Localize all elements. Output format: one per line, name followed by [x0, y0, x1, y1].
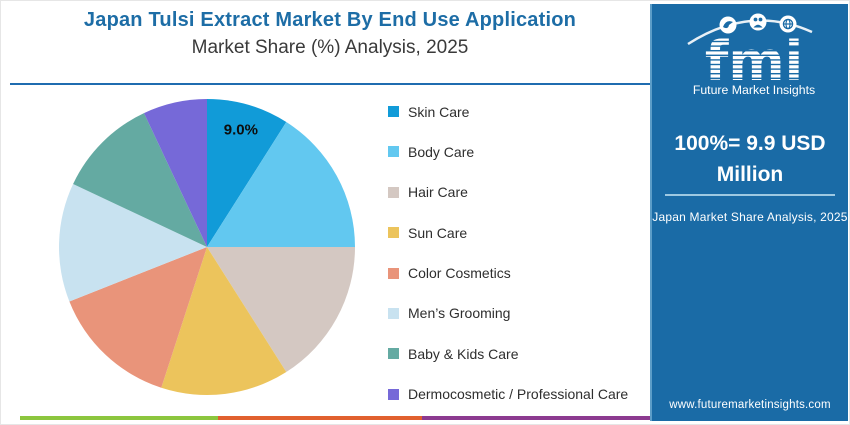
pie-slice-men-s-grooming	[58, 183, 208, 302]
logo-tagline: Future Market Insights	[693, 83, 815, 97]
legend-label-baby-kids-care: Baby & Kids Care	[408, 345, 519, 362]
footer-strip-orange	[218, 416, 422, 420]
legend-label-color-cosmetics: Color Cosmetics	[408, 265, 511, 282]
header-divider-line	[10, 83, 650, 85]
globe-icon	[779, 15, 797, 33]
logo-wordmark: fmi	[705, 30, 803, 93]
pie-slice-sun-care	[161, 247, 287, 396]
pie-slice-value-label: 9.0%	[224, 121, 258, 138]
legend-swatch-body-care	[388, 146, 399, 158]
chart-title: Japan Tulsi Extract Market By End Use Ap…	[83, 9, 577, 31]
pie-chart: 9.0%	[57, 97, 357, 397]
legend-label-dermocosmetic-professional-care: Dermocosmetic / Professional Care	[408, 386, 629, 403]
legend-label-skin-care: Skin Care	[408, 103, 470, 120]
legend-swatch-men-s-grooming	[388, 307, 399, 319]
legend-item-body-care: Body Care	[388, 139, 628, 164]
brand-side-panel: fmi Future Market Insights 100%= 9.9 USD…	[650, 4, 848, 421]
people-icon	[749, 13, 767, 31]
legend-swatch-sun-care	[388, 227, 399, 239]
panel-caption: Japan Market Share Analysis, 2025	[652, 210, 848, 224]
pie-slice-body-care	[207, 122, 355, 247]
legend-item-color-cosmetics: Color Cosmetics	[388, 261, 628, 286]
legend-item-sun-care: Sun Care	[388, 220, 628, 245]
legend-item-men-s-grooming: Men’s Grooming	[388, 301, 628, 326]
pie-slice-color-cosmetics	[69, 247, 207, 388]
footer-strip-green	[20, 416, 218, 420]
chart-subtitle: Market Share (%) Analysis, 2025	[191, 37, 469, 58]
legend-item-hair-care: Hair Care	[388, 180, 628, 205]
legend-label-body-care: Body Care	[408, 143, 475, 160]
footer-strip-purple	[422, 416, 650, 420]
pie-slice-skin-care	[207, 99, 287, 247]
legend-item-baby-kids-care: Baby & Kids Care	[388, 341, 628, 366]
pie-slice-hair-care	[207, 247, 355, 372]
legend-swatch-color-cosmetics	[388, 267, 399, 279]
pie-chart-svg: 9.0%	[58, 99, 355, 396]
pie-slice-dermocosmetic-professional-care	[143, 99, 207, 247]
market-size-headline: 100%= 9.9 USD Million	[674, 132, 826, 186]
legend-item-dermocosmetic-professional-care: Dermocosmetic / Professional Care	[388, 382, 628, 407]
panel-divider-line	[665, 194, 835, 196]
dove-icon	[719, 16, 737, 34]
legend-label-hair-care: Hair Care	[408, 184, 468, 201]
legend-swatch-skin-care	[388, 106, 399, 117]
legend-item-skin-care: Skin Care	[388, 99, 628, 124]
legend-swatch-dermocosmetic-professional-care	[388, 388, 399, 400]
legend-swatch-hair-care	[388, 186, 399, 198]
fmi-logo-graphic: fmi Future Market Insights	[687, 13, 815, 97]
legend-label-men-s-grooming: Men’s Grooming	[408, 305, 511, 322]
website-link[interactable]: www.futuremarketinsights.com	[669, 399, 831, 411]
fmi-logo: fmi Future Market Insights	[652, 10, 848, 103]
pie-slice-baby-kids-care	[73, 113, 207, 247]
legend-swatch-baby-kids-care	[388, 348, 399, 360]
chart-legend: Skin Care Body Care Hair Care Sun Care Color…	[388, 99, 628, 422]
legend-label-sun-care: Sun Care	[408, 224, 468, 241]
